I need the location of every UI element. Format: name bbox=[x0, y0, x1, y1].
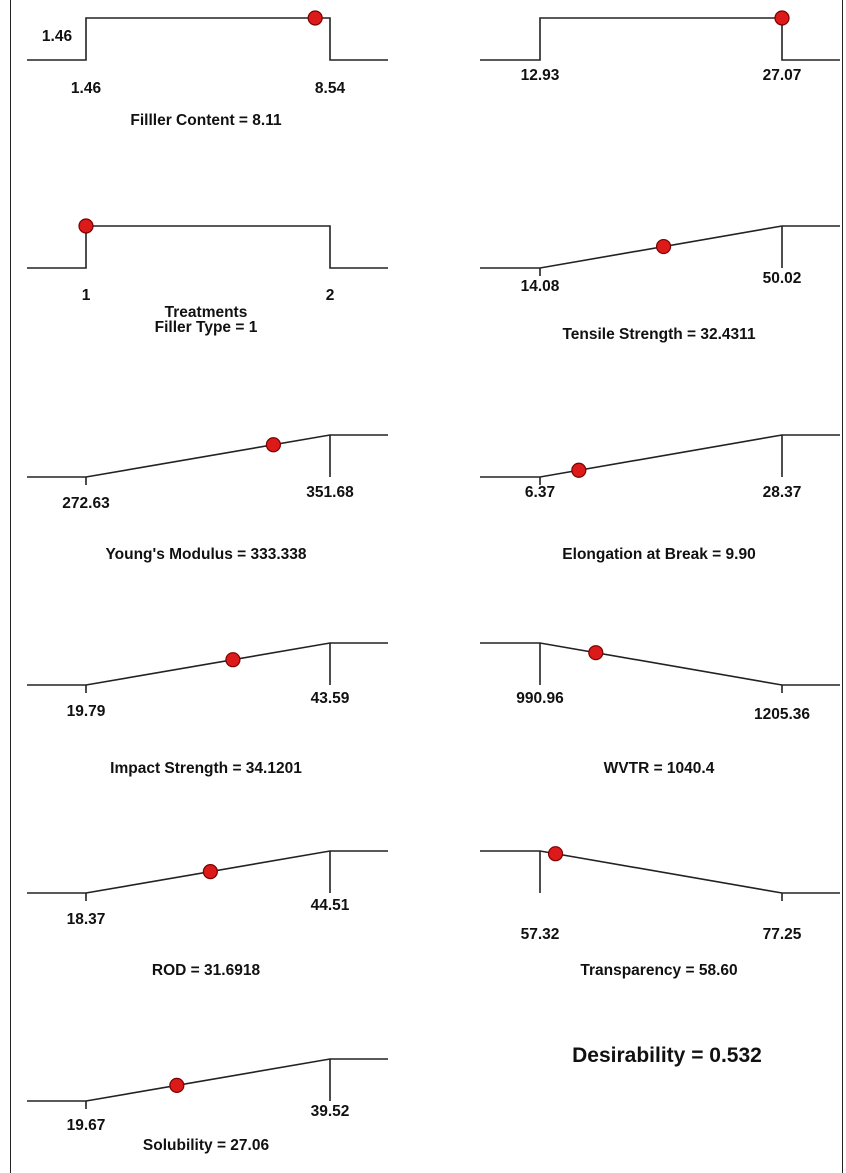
panel-1-high-tick-label: 8.54 bbox=[315, 80, 346, 97]
panel-2-ramp-line bbox=[480, 17, 840, 61]
panel-3-title: Filler Type = 1 bbox=[155, 319, 258, 336]
panel-3-ramp-line bbox=[27, 225, 388, 269]
panel-7-high-tick-label: 43.59 bbox=[311, 690, 350, 707]
panel-5-high-tick-label: 351.68 bbox=[306, 484, 354, 501]
panel-11-high-tick-label: 39.52 bbox=[311, 1103, 350, 1120]
panel-6-value-marker bbox=[571, 462, 587, 478]
panel-8-high-tick-label: 1205.36 bbox=[754, 706, 810, 723]
panel-5-value-marker bbox=[265, 437, 281, 453]
panel-9-high-tick-label: 44.51 bbox=[311, 897, 350, 914]
panel-9-low-tick-label: 18.37 bbox=[67, 911, 106, 928]
panel-7-ramp-line bbox=[27, 642, 388, 686]
panel-10-value-marker bbox=[547, 846, 564, 862]
panel-8-ramp-line bbox=[480, 642, 840, 686]
panel-4-high-tick-label: 50.02 bbox=[763, 270, 802, 287]
panel-2-high-tick-label: 27.07 bbox=[763, 67, 802, 84]
panel-3-low-tick-label: 1 bbox=[82, 287, 91, 304]
panel-1-ramp-line bbox=[27, 17, 388, 61]
figure-border bbox=[10, 0, 843, 1173]
panel-11-low-tick-label: 19.67 bbox=[67, 1117, 106, 1134]
panel-4-value-marker bbox=[655, 238, 672, 255]
panel-2-low-tick-label: 12.93 bbox=[521, 67, 560, 84]
panel-6-high-tick-label: 28.37 bbox=[763, 484, 802, 501]
panel-10-title: Transparency = 58.60 bbox=[580, 962, 737, 979]
panel-6-ramp-line bbox=[480, 434, 840, 478]
panel-11-title: Solubility = 27.06 bbox=[143, 1137, 270, 1154]
panel-9-value-marker bbox=[202, 863, 218, 880]
panel-7-title: Impact Strength = 34.1201 bbox=[110, 760, 302, 777]
panel-3-title-line1: Treatments bbox=[165, 304, 248, 321]
panel-10-low-tick-label: 57.32 bbox=[521, 926, 560, 943]
panel-11-value-marker bbox=[169, 1077, 185, 1093]
panel-4-low-tick-label: 14.08 bbox=[521, 278, 560, 295]
panel-6-title: Elongation at Break = 9.90 bbox=[562, 546, 755, 563]
panel-8-low-tick-label: 990.96 bbox=[516, 690, 564, 707]
panel-1-upper-limit-label: 1.46 bbox=[42, 28, 73, 45]
panel-11-ramp-line bbox=[27, 1058, 388, 1102]
panel-7-value-marker bbox=[225, 652, 241, 668]
panel-8-title: WVTR = 1040.4 bbox=[604, 760, 715, 777]
panel-4-title: Tensile Strength = 32.4311 bbox=[562, 326, 756, 343]
panel-5-ramp-line bbox=[27, 434, 388, 478]
panel-10-ramp-line bbox=[480, 850, 840, 894]
panel-5-title: Young's Modulus = 333.338 bbox=[105, 546, 306, 563]
panel-1-title: Filller Content = 8.11 bbox=[130, 112, 282, 129]
panel-2-value-marker bbox=[774, 10, 790, 26]
panel-10-high-tick-label: 77.25 bbox=[763, 926, 802, 943]
panel-9-title: ROD = 31.6918 bbox=[152, 962, 261, 979]
panel-7-low-tick-label: 19.79 bbox=[67, 703, 106, 720]
desirability-label: Desirability = 0.532 bbox=[572, 1044, 762, 1067]
panel-1-value-marker bbox=[307, 10, 323, 26]
panel-8-value-marker bbox=[588, 645, 604, 661]
panel-6-low-tick-label: 6.37 bbox=[525, 484, 555, 501]
panel-1-low-tick-label: 1.46 bbox=[71, 80, 102, 97]
panel-3-high-tick-label: 2 bbox=[326, 287, 335, 304]
panel-3-value-marker bbox=[78, 218, 94, 234]
panel-5-low-tick-label: 272.63 bbox=[62, 495, 110, 512]
